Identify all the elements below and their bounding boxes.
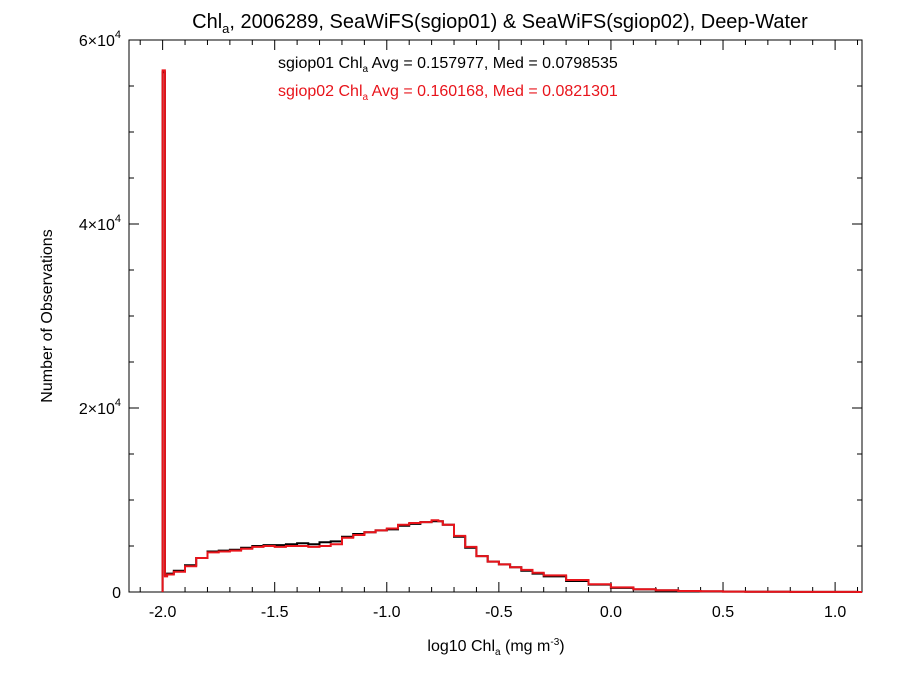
series-line-sgiop01 — [161, 71, 862, 593]
y-tick-base: 2×10 — [79, 401, 115, 418]
x-tick-label: 0.5 — [712, 604, 734, 621]
y-tick-exp: 4 — [115, 213, 121, 225]
annotation-sgiop02-post: Avg = 0.160168, Med = 0.0821301 — [368, 83, 618, 100]
x-axis-ticks: -2.0 -1.5 -1.0 -0.5 0.0 0.5 1.0 — [139, 40, 859, 621]
chart-title: Chla, 2006289, SeaWiFS(sgiop01) & SeaWiF… — [192, 11, 808, 36]
y-tick-base: 6×10 — [79, 33, 115, 50]
x-axis-label-post: ) — [559, 638, 564, 655]
annotation-sgiop02: sgiop02 Chla Avg = 0.160168, Med = 0.082… — [278, 83, 618, 103]
x-axis-label-sup: -3 — [550, 637, 559, 648]
plot-frame — [128, 39, 863, 593]
annotation-sgiop02-sub: a — [363, 92, 369, 103]
x-tick-label: -0.5 — [485, 604, 513, 621]
y-tick-label: 4×104 — [79, 213, 121, 234]
series-line-sgiop02 — [161, 69, 862, 593]
x-axis-label-sub: a — [495, 647, 501, 658]
chart-title-sub: a — [222, 21, 230, 36]
annotation-sgiop01-pre: sgiop01 Chl — [278, 55, 363, 72]
x-tick-label: 0.0 — [600, 604, 622, 621]
y-tick-base: 0 — [112, 585, 121, 602]
y-tick-exp: 4 — [115, 397, 121, 409]
chart-title-pre: Chl — [192, 11, 222, 33]
x-tick-label: -2.0 — [149, 604, 177, 621]
y-tick-label: 6×104 — [79, 29, 121, 50]
y-axis-label: Number of Observations — [39, 229, 56, 402]
y-tick-exp: 4 — [115, 29, 121, 41]
y-tick-label: 0 — [112, 585, 121, 602]
annotation-sgiop01-sub: a — [363, 64, 369, 75]
x-tick-label: -1.0 — [373, 604, 401, 621]
annotation-sgiop01-post: Avg = 0.157977, Med = 0.0798535 — [368, 55, 618, 72]
y-tick-base: 4×10 — [79, 217, 115, 234]
x-tick-label: -1.5 — [261, 604, 289, 621]
annotation-sgiop02-pre: sgiop02 Chl — [278, 83, 363, 100]
annotation-sgiop01: sgiop01 Chla Avg = 0.157977, Med = 0.079… — [278, 55, 618, 75]
x-axis-label-mid: (mg m — [501, 638, 551, 655]
y-tick-label: 2×104 — [79, 397, 121, 418]
chart-title-post: , 2006289, SeaWiFS(sgiop01) & SeaWiFS(sg… — [229, 11, 808, 33]
series-group — [161, 69, 862, 593]
x-tick-label: 1.0 — [824, 604, 846, 621]
x-axis-label: log10 Chla (mg m-3) — [427, 637, 564, 658]
x-axis-label-pre: log10 Chl — [427, 638, 495, 655]
